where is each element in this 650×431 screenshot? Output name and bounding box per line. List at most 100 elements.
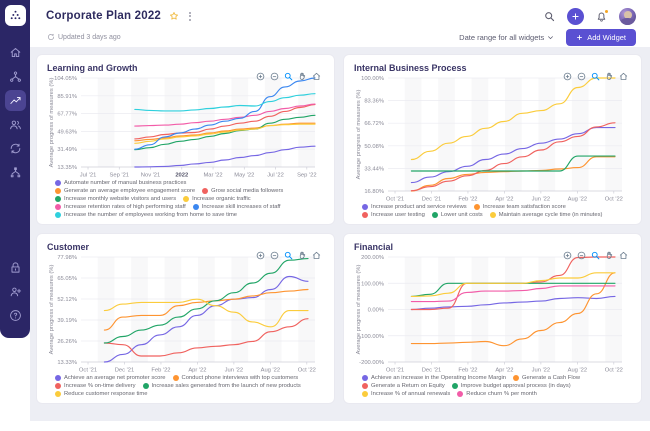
add-button[interactable] — [567, 7, 584, 25]
search-icon[interactable] — [543, 10, 556, 23]
selection-zoom-icon[interactable] — [284, 251, 293, 260]
legend-dot — [202, 188, 209, 194]
legend-label: Generate an average employee engagement … — [64, 188, 196, 194]
help-icon — [9, 310, 21, 321]
svg-text:Apr '22: Apr '22 — [495, 368, 513, 374]
widget-title: Learning and Growth — [47, 63, 138, 73]
legend-item[interactable]: Achieve an increase in the Operating Inc… — [362, 375, 506, 381]
updated-status: Updated 3 days ago — [47, 33, 121, 41]
legend-item[interactable]: Increase product and service reviews — [362, 204, 467, 210]
legend-label: Reduce churn % per month — [466, 391, 537, 397]
legend-item[interactable]: Generate an average employee engagement … — [55, 188, 195, 194]
legend-label: Grow social media followers — [211, 188, 284, 194]
sidebar-item-help[interactable] — [5, 305, 26, 326]
sidebar-item-strategy[interactable] — [5, 66, 26, 87]
legend-item[interactable]: Increase the number of employees working… — [55, 212, 237, 218]
zoom-out-icon[interactable] — [577, 251, 586, 260]
legend-item[interactable]: Increase retention rates of high perform… — [55, 204, 186, 210]
legend-item[interactable]: Lower unit costs — [431, 212, 483, 218]
legend-item[interactable]: Increase % on-time delivery — [55, 383, 136, 389]
favorite-star-icon[interactable] — [169, 11, 179, 21]
sidebar-item-invite-user[interactable] — [5, 281, 26, 302]
svg-text:66.72%: 66.72% — [364, 121, 384, 127]
zoom-out-icon[interactable] — [577, 72, 586, 81]
panning-icon[interactable] — [298, 251, 307, 260]
legend-item[interactable]: Increase monthly website visitors and us… — [55, 196, 176, 202]
svg-text:Jul '22: Jul '22 — [267, 173, 284, 179]
legend-item[interactable]: Achieve an average net promoter score — [55, 375, 166, 381]
legend-label: Increase retention rates of high perform… — [64, 204, 186, 210]
legend-item[interactable]: Grow social media followers — [202, 188, 283, 194]
chart-toolbar — [256, 72, 321, 81]
selection-zoom-icon[interactable] — [591, 72, 600, 81]
sidebar-item-sync[interactable] — [5, 138, 26, 159]
selection-zoom-icon[interactable] — [591, 251, 600, 260]
panning-icon[interactable] — [605, 251, 614, 260]
app-logo[interactable] — [4, 5, 26, 26]
sidebar-item-home[interactable] — [5, 42, 26, 63]
line-chart[interactable]: 77.98% 65.05% 52.12% 39.19% 26.26% 13.33%Aver… — [47, 253, 324, 374]
legend-label: Achieve an increase in the Operating Inc… — [371, 375, 507, 381]
svg-text:Average progress of measures (: Average progress of measures (%) — [356, 90, 362, 180]
zoom-out-icon[interactable] — [270, 72, 279, 81]
reset-zoom-icon[interactable] — [619, 72, 628, 81]
legend-dot — [55, 196, 61, 202]
legend-label: Conduct phone interviews with top custom… — [181, 375, 299, 381]
svg-text:Sep '22: Sep '22 — [297, 173, 316, 179]
add-widget-button[interactable]: Add Widget — [566, 28, 636, 46]
zoom-out-icon[interactable] — [270, 251, 279, 260]
legend-item[interactable]: Increase % of annual renewals — [362, 391, 450, 397]
line-chart[interactable]: 104.05% 85.91% 67.77% 49.63% 31.49% 13.35%Ave… — [47, 74, 324, 179]
sidebar-item-metrics[interactable] — [4, 90, 26, 111]
legend-item[interactable]: Improve budget approval process (in days… — [451, 383, 571, 389]
sidebar-item-alignment[interactable] — [5, 162, 26, 183]
notifications-icon[interactable] — [595, 8, 609, 23]
zoom-in-icon[interactable] — [256, 251, 265, 260]
legend-item[interactable]: Increase organic traffic — [183, 196, 251, 202]
line-chart[interactable]: 100.00% 83.36% 66.72% 50.08% 33.44% 16.80% Ave… — [354, 74, 631, 203]
sidebar-item-lock[interactable] — [5, 257, 26, 278]
reset-zoom-icon[interactable] — [312, 72, 321, 81]
legend-item[interactable]: Generate a Return on Equity — [362, 383, 445, 389]
legend-item[interactable]: Reduce churn % per month — [457, 391, 537, 397]
legend-item[interactable]: Increase team satisfaction score — [473, 204, 566, 210]
selection-zoom-icon[interactable] — [284, 72, 293, 81]
line-chart[interactable]: 200.00% 100.00% 0.00% -100.00% -200.00% Avera… — [354, 253, 631, 374]
legend-item[interactable]: Reduce customer response time — [55, 391, 147, 397]
chart-toolbar — [563, 251, 628, 260]
legend-item[interactable]: Generate a Cash Flow — [513, 375, 580, 381]
legend-item[interactable]: Increase user testing — [362, 212, 425, 218]
reset-zoom-icon[interactable] — [312, 251, 321, 260]
home-icon — [10, 47, 20, 58]
legend-item[interactable]: Conduct phone interviews with top custom… — [172, 375, 299, 381]
legend-item[interactable]: Automate number of manual business pract… — [55, 180, 186, 186]
avatar[interactable] — [619, 7, 636, 25]
legend-dot — [183, 196, 190, 202]
legend-item[interactable]: Increase skill increases of staff — [192, 204, 281, 210]
panning-icon[interactable] — [605, 72, 614, 81]
legend-label: Increase monthly website visitors and us… — [64, 196, 177, 202]
legend-item[interactable]: Increase sales generated from the launch… — [142, 383, 301, 389]
sidebar-item-people[interactable] — [5, 114, 26, 135]
panning-icon[interactable] — [298, 72, 307, 81]
legend-label: Increase skill increases of staff — [201, 204, 281, 210]
more-options-icon[interactable] — [187, 10, 193, 23]
notification-dot — [604, 8, 609, 14]
svg-text:Feb '22: Feb '22 — [458, 197, 477, 203]
widget-title: Financial — [354, 242, 394, 252]
svg-text:Nov '21: Nov '21 — [141, 173, 160, 179]
chart-legend: Automate number of manual business pract… — [47, 179, 324, 220]
legend-dot — [55, 204, 61, 210]
reset-zoom-icon[interactable] — [619, 251, 628, 260]
legend-item[interactable]: Maintain average cycle time (in minutes) — [489, 212, 602, 218]
svg-text:49.63%: 49.63% — [57, 129, 77, 135]
svg-text:Dec '21: Dec '21 — [422, 368, 441, 374]
legend-dot — [192, 204, 199, 210]
chart-area: 200.00% 100.00% 0.00% -100.00% -200.00% Avera… — [354, 253, 631, 374]
date-range-label: Date range for all widgets — [459, 32, 545, 42]
zoom-in-icon[interactable] — [256, 72, 265, 81]
zoom-in-icon[interactable] — [563, 72, 572, 81]
svg-text:Jul '21: Jul '21 — [80, 173, 97, 179]
zoom-in-icon[interactable] — [563, 251, 572, 260]
date-range-select[interactable]: Date range for all widgets — [459, 33, 554, 42]
